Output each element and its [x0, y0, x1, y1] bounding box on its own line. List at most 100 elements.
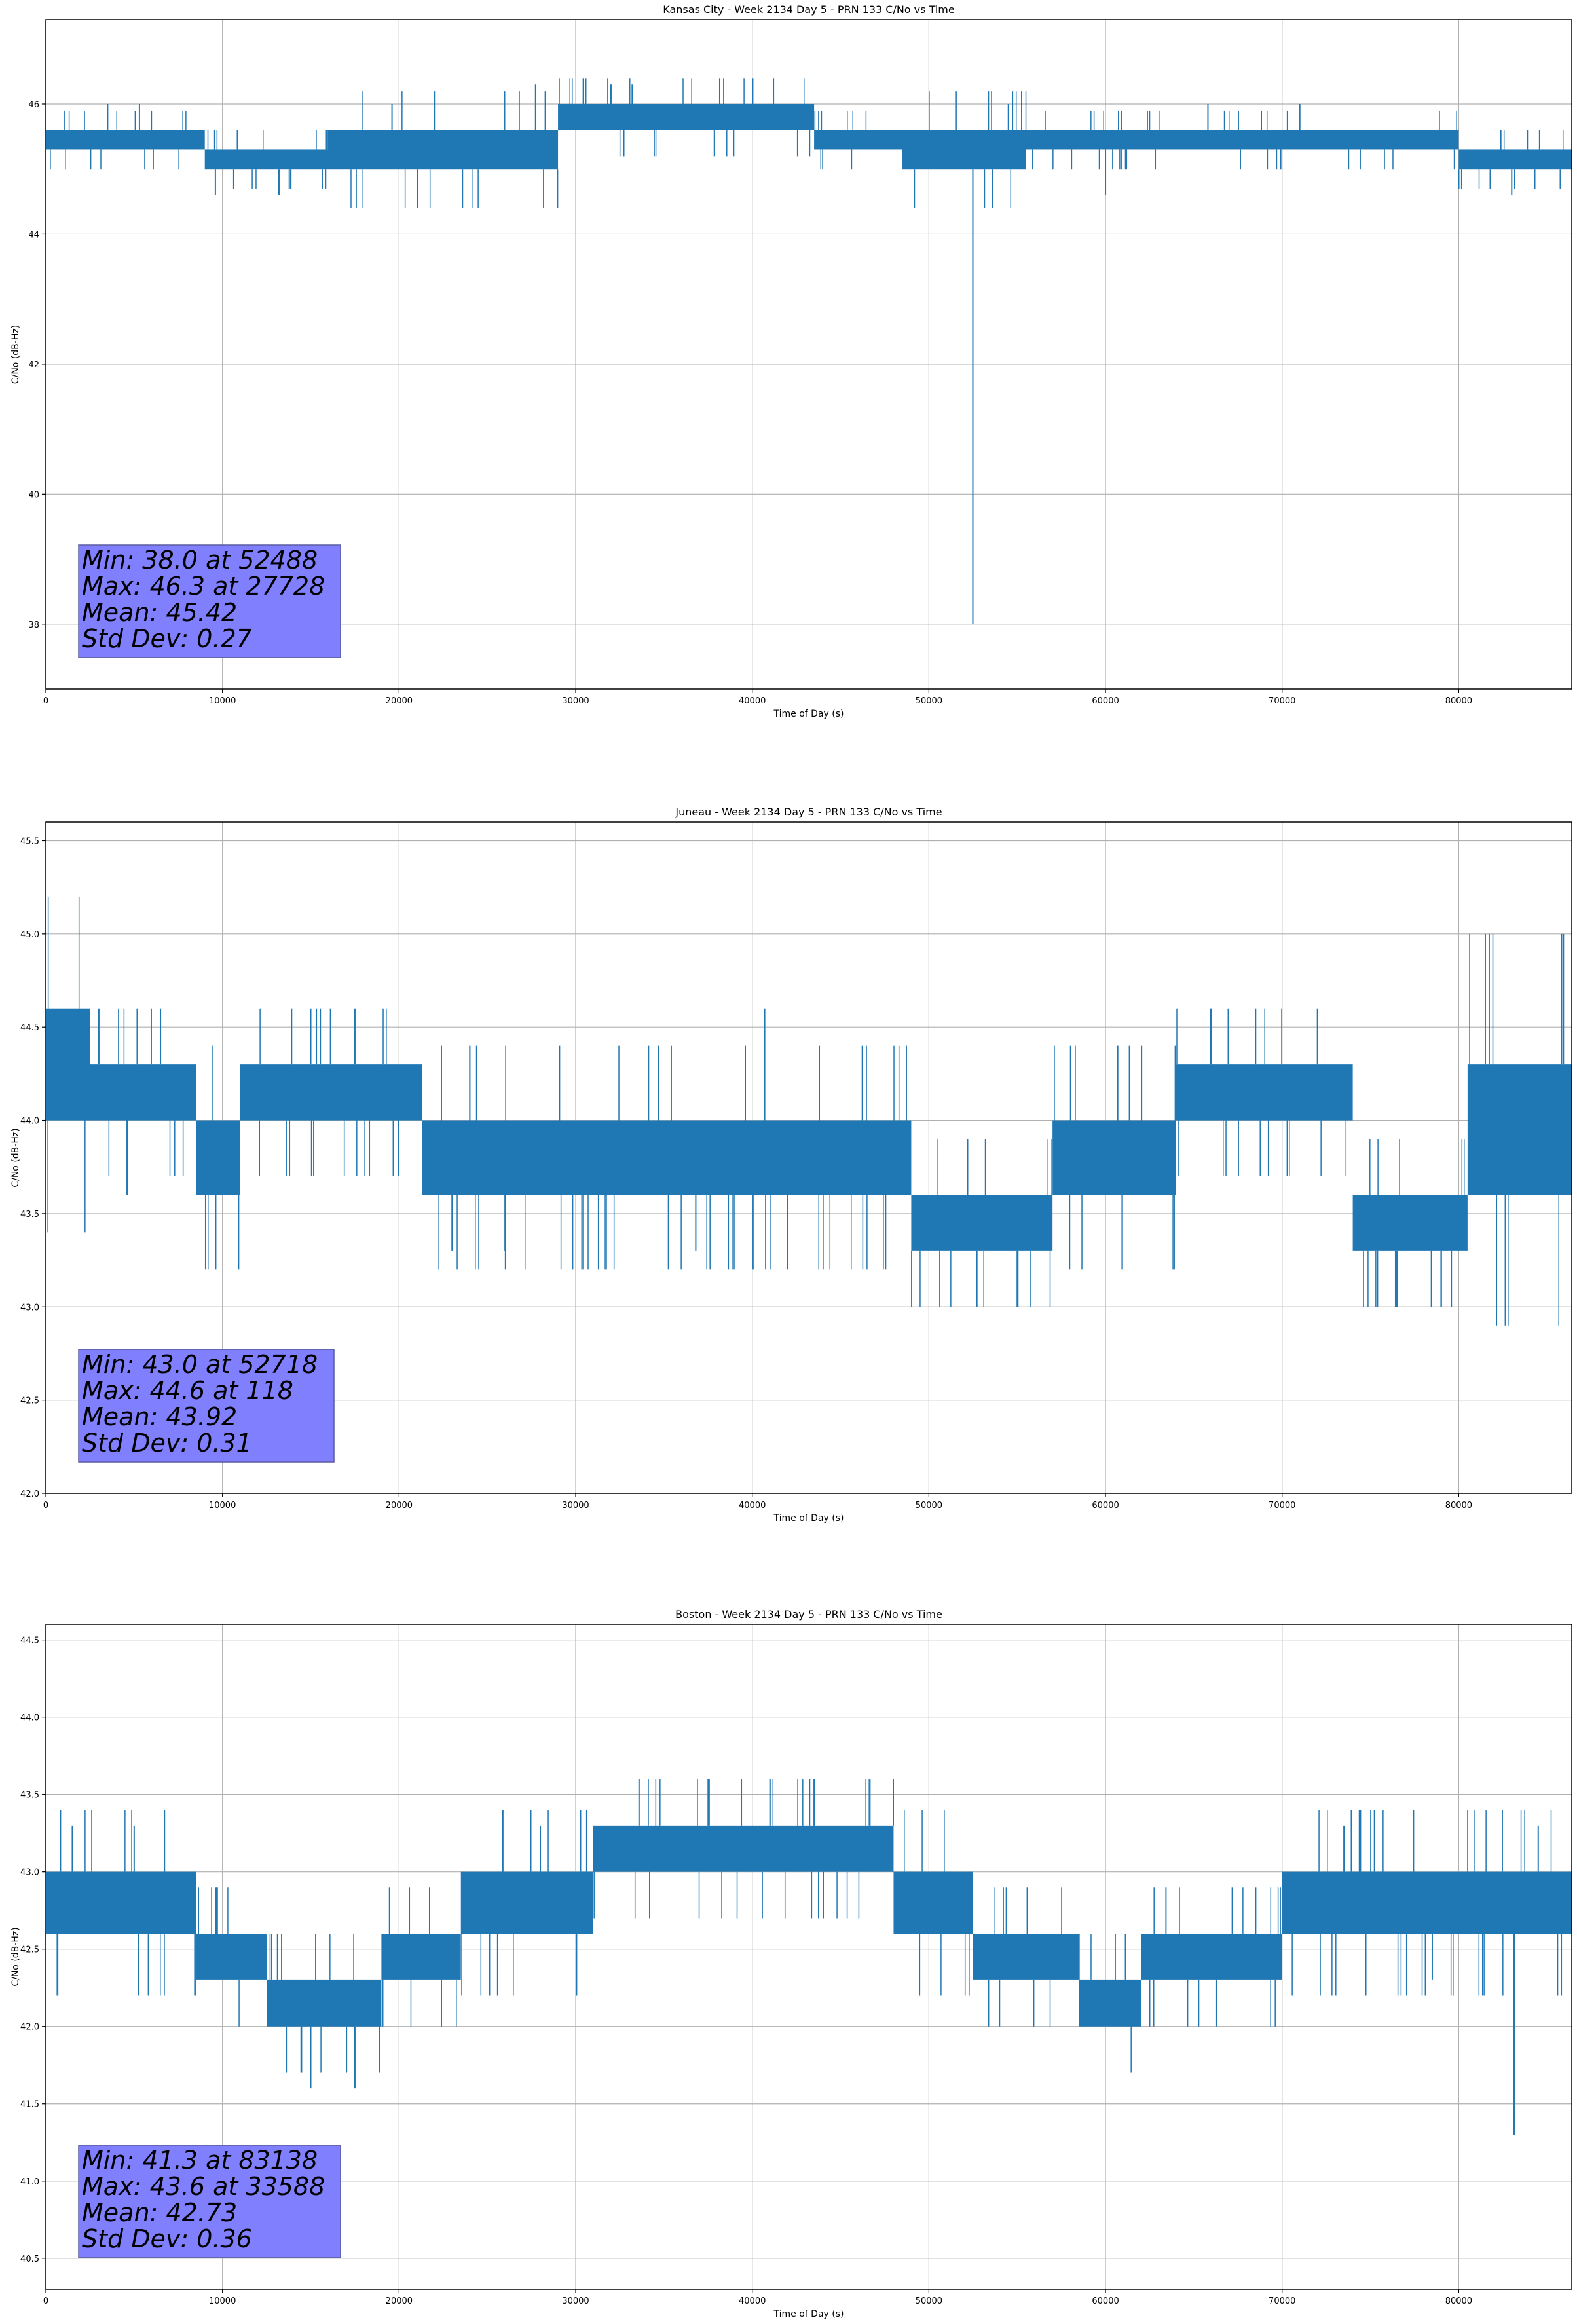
data-band	[911, 1195, 1053, 1251]
chart-boston: Boston - Week 2134 Day 5 - PRN 133 C/No …	[10, 1608, 1572, 2319]
stats-line: Min: 38.0 at 52488	[82, 546, 318, 574]
x-tick-label: 80000	[1445, 696, 1472, 706]
x-tick-label: 10000	[209, 1501, 236, 1510]
chart-panel-kansas-city: Kansas City - Week 2134 Day 5 - PRN 133 …	[0, 0, 1577, 773]
x-tick-label: 10000	[209, 2296, 236, 2306]
y-axis: 40.5 41.0 41.5 42.0 42.5 43.0 43.5 44.0 44.5	[20, 1636, 46, 2264]
data-band	[973, 1934, 1079, 1980]
x-tick-label: 60000	[1092, 696, 1119, 706]
stats-line: Std Dev: 0.27	[82, 624, 252, 653]
data-band	[196, 1120, 240, 1195]
y-axis: 38 40 42 44 46	[28, 100, 46, 630]
data-band	[267, 1979, 382, 2027]
x-axis-label: Time of Day (s)	[773, 709, 844, 719]
y-tick-label: 42.0	[20, 2023, 39, 2033]
x-axis-label: Time of Day (s)	[773, 1513, 844, 1524]
x-tick-label: 80000	[1445, 1501, 1472, 1510]
y-axis-label: C/No (dB-Hz)	[10, 1128, 21, 1187]
data-band	[46, 1871, 196, 1934]
data-band	[1352, 1195, 1468, 1251]
x-tick-label: 50000	[916, 2296, 942, 2306]
chart-title: Kansas City - Week 2134 Day 5 - PRN 133 …	[663, 3, 954, 16]
data-band	[240, 1064, 422, 1121]
data-band	[1026, 130, 1459, 150]
y-tick-label: 44.5	[20, 1023, 39, 1033]
x-tick-label: 30000	[562, 1501, 589, 1510]
y-tick-label: 43.0	[20, 1303, 39, 1313]
data-band	[593, 1825, 894, 1872]
grid	[45, 1624, 1572, 2289]
y-tick-label: 40.5	[20, 2255, 39, 2264]
x-tick-label: 30000	[562, 696, 589, 706]
data-band	[1140, 1934, 1282, 1980]
data-band	[328, 130, 559, 170]
series-line	[46, 78, 1572, 624]
chart-title: Juneau - Week 2134 Day 5 - PRN 133 C/No …	[675, 806, 942, 818]
data-band	[1282, 1871, 1572, 1934]
x-tick-label: 80000	[1445, 2296, 1472, 2306]
stats-line: Min: 41.3 at 83138	[82, 2146, 318, 2175]
chart-kansas-city: Kansas City - Week 2134 Day 5 - PRN 133 …	[10, 3, 1572, 719]
series-line	[46, 896, 1572, 1326]
x-tick-label: 70000	[1269, 2296, 1295, 2306]
data-band	[204, 149, 329, 170]
axes-frame	[45, 821, 1572, 1494]
series-line	[46, 1779, 1572, 2135]
x-tick-label: 0	[43, 1501, 48, 1510]
data-band	[902, 130, 1026, 170]
stats-box	[78, 544, 341, 658]
x-tick-label: 20000	[386, 1501, 413, 1510]
chart-panel-juneau: Juneau - Week 2134 Day 5 - PRN 133 C/No …	[0, 806, 1577, 1526]
data-band	[558, 103, 815, 130]
data-band	[46, 1008, 90, 1121]
x-axis: 0 10000 20000 30000 40000 50000 60000 70000 8000…	[43, 2289, 1472, 2306]
x-tick-label: 50000	[916, 696, 942, 706]
stats-line: Mean: 45.42	[82, 598, 237, 627]
stats-line: Std Dev: 0.31	[82, 1429, 252, 1457]
y-tick-label: 45.5	[20, 836, 39, 846]
y-tick-label: 46	[28, 100, 39, 110]
y-tick-label: 42.5	[20, 1945, 39, 1955]
y-tick-label: 44.5	[20, 1636, 39, 1646]
stats-line: Max: 43.6 at 33588	[82, 2172, 325, 2201]
x-tick-label: 60000	[1092, 1501, 1119, 1510]
y-tick-label: 43.5	[20, 1210, 39, 1220]
stats-line: Mean: 42.73	[82, 2198, 237, 2227]
x-axis: 0 10000 20000 30000 40000 50000 60000 70000 8000…	[43, 1493, 1472, 1510]
data-band	[814, 130, 902, 150]
x-tick-label: 20000	[386, 696, 413, 706]
data-band	[422, 1120, 752, 1195]
data-band	[752, 1120, 912, 1195]
x-tick-label: 70000	[1269, 696, 1295, 706]
y-tick-label: 44	[28, 230, 39, 240]
y-axis-label: C/No (dB-Hz)	[10, 1927, 21, 1986]
x-tick-label: 60000	[1092, 2296, 1119, 2306]
x-tick-label: 0	[43, 696, 48, 706]
chart-juneau: Juneau - Week 2134 Day 5 - PRN 133 C/No …	[10, 806, 1572, 1524]
y-tick-label: 45.0	[20, 930, 39, 940]
data-band	[1458, 149, 1572, 170]
stats-box	[78, 1349, 335, 1463]
y-tick-label: 43.0	[20, 1868, 39, 1878]
x-tick-label: 30000	[562, 2296, 589, 2306]
stats-line: Min: 43.0 at 52718	[82, 1350, 318, 1379]
y-tick-label: 40	[28, 490, 39, 500]
data-band	[196, 1934, 267, 1980]
y-tick-label: 42.5	[20, 1396, 39, 1406]
data-band	[381, 1934, 461, 1980]
data-band	[1052, 1120, 1176, 1195]
data-band	[1079, 1979, 1141, 2027]
x-tick-label: 10000	[209, 696, 236, 706]
axes-frame	[45, 19, 1572, 690]
y-tick-label: 42	[28, 360, 39, 370]
y-tick-label: 38	[28, 620, 39, 630]
data-band	[460, 1871, 593, 1934]
x-tick-label: 20000	[386, 2296, 413, 2306]
chart-panel-boston: Boston - Week 2134 Day 5 - PRN 133 C/No …	[0, 1608, 1577, 2324]
data-band	[1467, 1064, 1572, 1195]
axes-frame	[45, 1624, 1572, 2290]
y-tick-label: 41.5	[20, 2100, 39, 2110]
x-axis: 0 10000 20000 30000 40000 50000 60000 70000 8000…	[43, 689, 1472, 706]
